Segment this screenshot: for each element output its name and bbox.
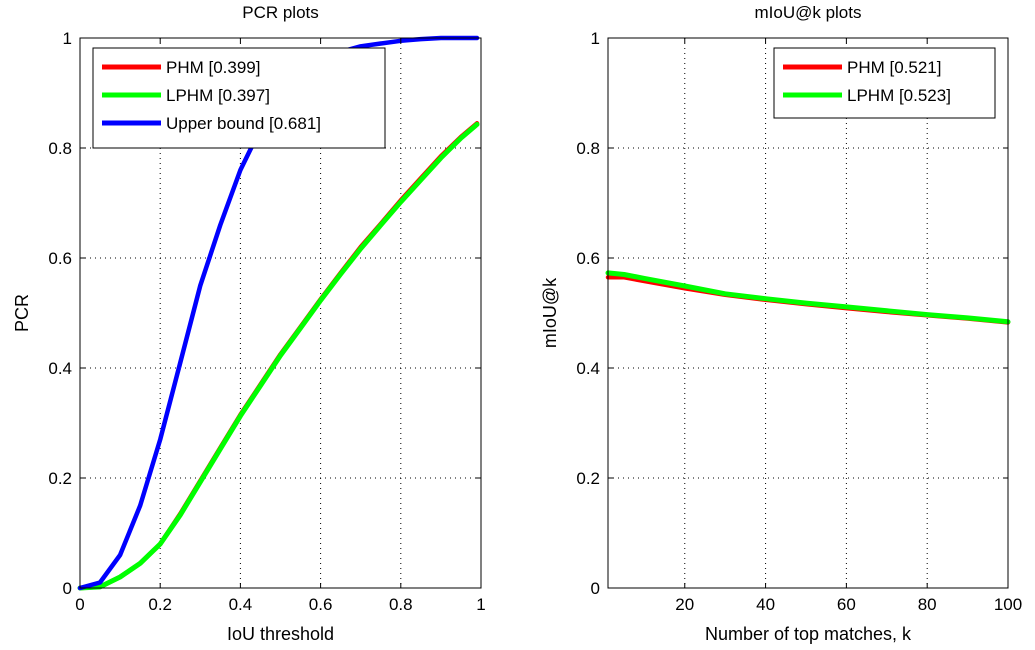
y-tick-label: 0.4: [48, 359, 72, 378]
chart-title: PCR plots: [242, 3, 319, 22]
x-tick-label: 0.4: [229, 595, 253, 614]
x-tick-label: 40: [756, 595, 775, 614]
x-tick-label: 60: [837, 595, 856, 614]
legend-label: LPHM [0.523]: [847, 86, 951, 105]
legend-box: [773, 47, 996, 119]
x-axis-label: IoU threshold: [227, 624, 334, 644]
y-tick-label: 1: [591, 29, 600, 48]
x-tick-label: 1: [476, 595, 485, 614]
legend: PHM [0.399] LPHM [0.397] Upper bound [0.68…: [92, 47, 386, 149]
y-tick-label: 0.6: [576, 249, 600, 268]
y-tick-label: 0.8: [48, 139, 72, 158]
x-tick-label: 0: [75, 595, 84, 614]
legend-label: PHM [0.521]: [847, 58, 942, 77]
y-tick-label: 0.2: [576, 469, 600, 488]
series-line: [605, 270, 1011, 325]
series-line: [77, 121, 480, 591]
x-tick-label: 0.6: [309, 595, 333, 614]
legend-label: LPHM [0.397]: [166, 86, 270, 105]
y-tick-label: 1: [63, 29, 72, 48]
plot-area: [608, 38, 1008, 588]
y-tick-label: 0.6: [48, 249, 72, 268]
x-tick-label: 0.8: [389, 595, 413, 614]
axes-box: [607, 37, 1009, 589]
x-tick-label: 80: [918, 595, 937, 614]
chart-2: 20 40 60 80 100 0 0.2 0.4 0.6 0.8 1 mIoU@k plots Num…: [540, 3, 1022, 644]
legend: PHM [0.521] LPHM [0.523]: [773, 47, 996, 119]
x-tick-label: 100: [994, 595, 1022, 614]
x-tick-label: 0.2: [148, 595, 172, 614]
y-tick-label: 0: [591, 579, 600, 598]
y-tick-label: 0.4: [576, 359, 600, 378]
x-axis-label: Number of top matches, k: [705, 624, 912, 644]
legend-label: PHM [0.399]: [166, 58, 261, 77]
y-tick-label: 0.2: [48, 469, 72, 488]
chart-1: 0 0.2 0.4 0.6 0.8 1 0 0.2 0.4 0.6 0.8 1 PCR plots IoU…: [12, 3, 486, 644]
y-axis-label: mIoU@k: [540, 277, 560, 348]
legend-box: [92, 47, 386, 149]
axes-box: [79, 37, 482, 589]
x-tick-label: 20: [675, 595, 694, 614]
y-axis-label: PCR: [12, 294, 32, 332]
legend-label: Upper bound [0.681]: [166, 114, 321, 133]
y-tick-label: 0: [63, 579, 72, 598]
chart-title: mIoU@k plots: [754, 3, 861, 22]
y-tick-label: 0.8: [576, 139, 600, 158]
